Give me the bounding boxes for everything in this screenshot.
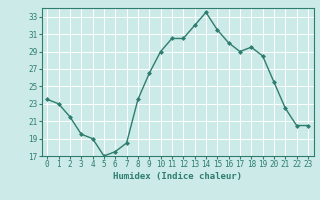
X-axis label: Humidex (Indice chaleur): Humidex (Indice chaleur) (113, 172, 242, 181)
